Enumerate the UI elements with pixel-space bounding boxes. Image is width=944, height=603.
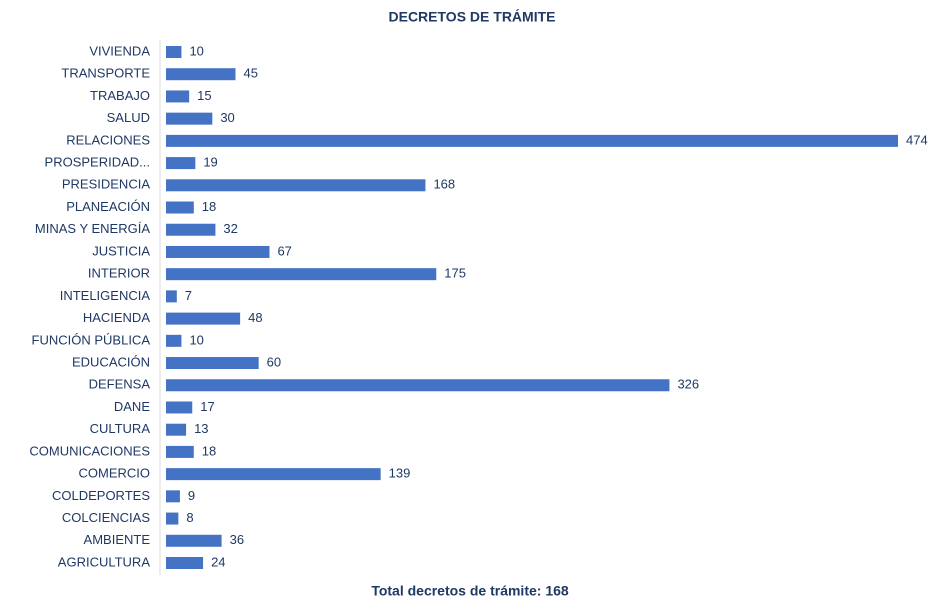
- bar: [166, 68, 236, 81]
- data-label: 474: [906, 132, 928, 147]
- y-tick-label: JUSTICIA: [92, 243, 150, 258]
- data-label: 24: [211, 554, 225, 569]
- data-label: 10: [189, 43, 203, 58]
- y-tick-label: MINAS Y ENERGÍA: [35, 221, 150, 236]
- y-tick-label: FUNCIÓN PÚBLICA: [32, 332, 151, 347]
- data-label: 18: [202, 443, 216, 458]
- y-tick-label: COMUNICACIONES: [29, 443, 150, 458]
- data-label: 168: [433, 177, 455, 192]
- bar: [166, 157, 196, 170]
- data-label: 10: [189, 332, 203, 347]
- chart-title: DECRETOS DE TRÁMITE: [389, 9, 556, 25]
- bar: [166, 90, 190, 103]
- y-tick-label: PROSPERIDAD...: [45, 155, 150, 170]
- bar: [166, 423, 187, 436]
- data-label: 15: [197, 88, 211, 103]
- data-label: 175: [444, 266, 466, 281]
- bar: [166, 290, 177, 303]
- y-tick-label: HACIENDA: [83, 310, 151, 325]
- y-tick-label: EDUCACIÓN: [72, 354, 150, 369]
- y-tick-label: AMBIENTE: [84, 532, 151, 547]
- annotation: Total decretos de trámite: 168: [371, 583, 569, 599]
- data-label: 67: [277, 243, 291, 258]
- y-tick-label: TRABAJO: [90, 88, 150, 103]
- y-tick-label: AGRICULTURA: [58, 554, 151, 569]
- data-label: 326: [677, 377, 699, 392]
- y-tick-label: PRESIDENCIA: [62, 177, 150, 192]
- data-label: 9: [188, 488, 195, 503]
- bar: [166, 223, 216, 236]
- data-label: 8: [186, 510, 193, 525]
- y-tick-label: PLANEACIÓN: [66, 199, 150, 214]
- data-label: 30: [220, 110, 234, 125]
- data-label: 13: [194, 421, 208, 436]
- y-tick-label: SALUD: [107, 110, 150, 125]
- y-tick-label: VIVIENDA: [89, 43, 150, 58]
- bar: [166, 490, 180, 503]
- bar: [166, 379, 670, 392]
- y-tick-label: CULTURA: [90, 421, 151, 436]
- bar: [166, 134, 898, 147]
- data-label: 18: [202, 199, 216, 214]
- data-label: 32: [223, 221, 237, 236]
- bar: [166, 534, 222, 547]
- bar: [166, 445, 194, 458]
- data-label: 17: [200, 399, 214, 414]
- data-label: 60: [267, 354, 281, 369]
- bar: [166, 557, 204, 569]
- y-tick-label: TRANSPORTE: [61, 66, 150, 81]
- y-tick-label: INTERIOR: [88, 266, 150, 281]
- bar: [166, 512, 179, 525]
- data-label: 45: [243, 66, 257, 81]
- bar: [166, 201, 194, 214]
- y-tick-label: COMERCIO: [79, 466, 151, 481]
- bar: [166, 312, 241, 325]
- bar: [166, 468, 381, 481]
- bar: [166, 401, 193, 414]
- bar: [166, 245, 270, 258]
- y-tick-label: DEFENSA: [89, 377, 151, 392]
- bar: [166, 334, 182, 347]
- bar: [166, 179, 426, 192]
- data-label: 139: [389, 466, 411, 481]
- bar: [166, 46, 182, 58]
- data-label: 36: [230, 532, 244, 547]
- y-tick-label: DANE: [114, 399, 150, 414]
- data-label: 19: [203, 155, 217, 170]
- bar: [166, 357, 259, 370]
- y-tick-label: RELACIONES: [66, 132, 150, 147]
- data-label: 48: [248, 310, 262, 325]
- data-label: 7: [185, 288, 192, 303]
- y-tick-label: COLCIENCIAS: [62, 510, 150, 525]
- y-tick-label: COLDEPORTES: [52, 488, 150, 503]
- y-tick-label: INTELIGENCIA: [60, 288, 151, 303]
- bar: [166, 268, 437, 281]
- bar: [166, 112, 213, 125]
